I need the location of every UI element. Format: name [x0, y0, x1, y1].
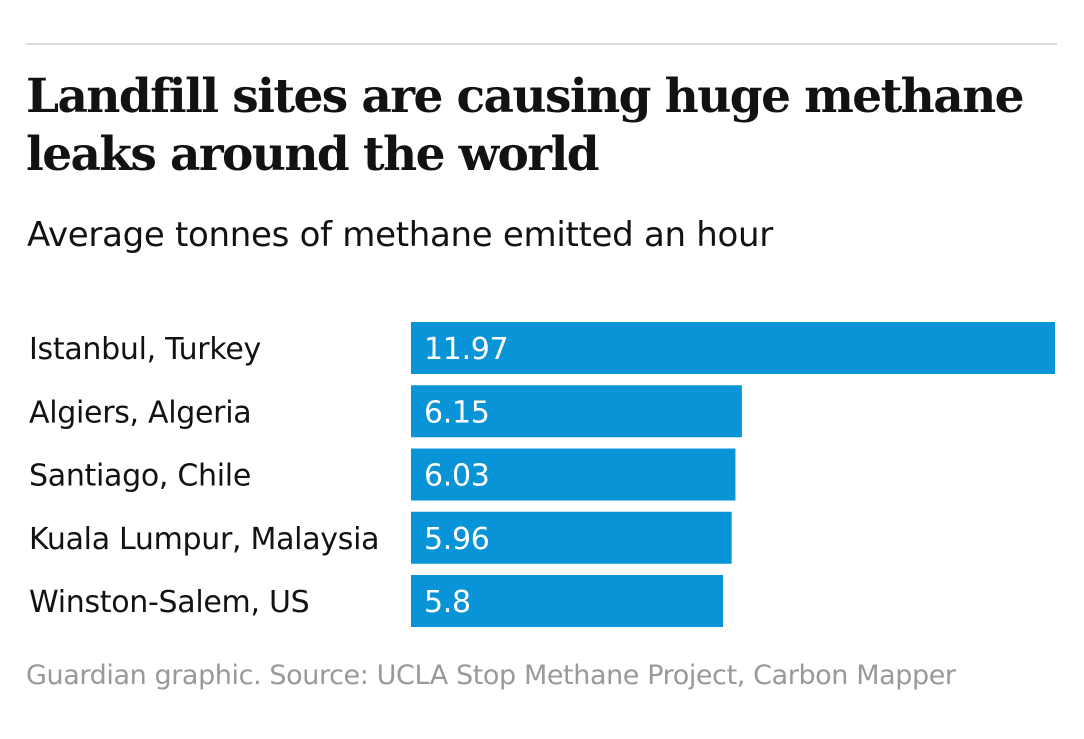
bar-value-label: 5.96 [424, 522, 490, 557]
top-divider [26, 43, 1057, 45]
bar-value-label: 11.97 [424, 332, 508, 367]
bar [411, 385, 742, 438]
source-note: Guardian graphic. Source: UCLA Stop Meth… [26, 660, 956, 691]
bar-value-label: 6.03 [424, 459, 490, 494]
chart-title: Landfill sites are causing huge methane … [26, 69, 1025, 182]
bar-value-label: 6.15 [424, 395, 490, 430]
category-label: Winston-Salem, US [29, 585, 309, 620]
chart-subtitle: Average tonnes of methane emitted an hou… [27, 215, 773, 255]
bar [411, 322, 1055, 374]
category-label: Algiers, Algeria [29, 395, 251, 430]
bar-chart: Istanbul, Turkey 11.97 Algiers, Algeria 6.1… [29, 322, 1055, 627]
bar [411, 575, 724, 627]
bar-value-label: 5.8 [424, 585, 471, 620]
bar [411, 511, 732, 564]
bar [411, 448, 736, 501]
category-label: Santiago, Chile [29, 459, 251, 494]
category-label: Kuala Lumpur, Malaysia [29, 522, 379, 557]
category-label: Istanbul, Turkey [29, 332, 261, 367]
